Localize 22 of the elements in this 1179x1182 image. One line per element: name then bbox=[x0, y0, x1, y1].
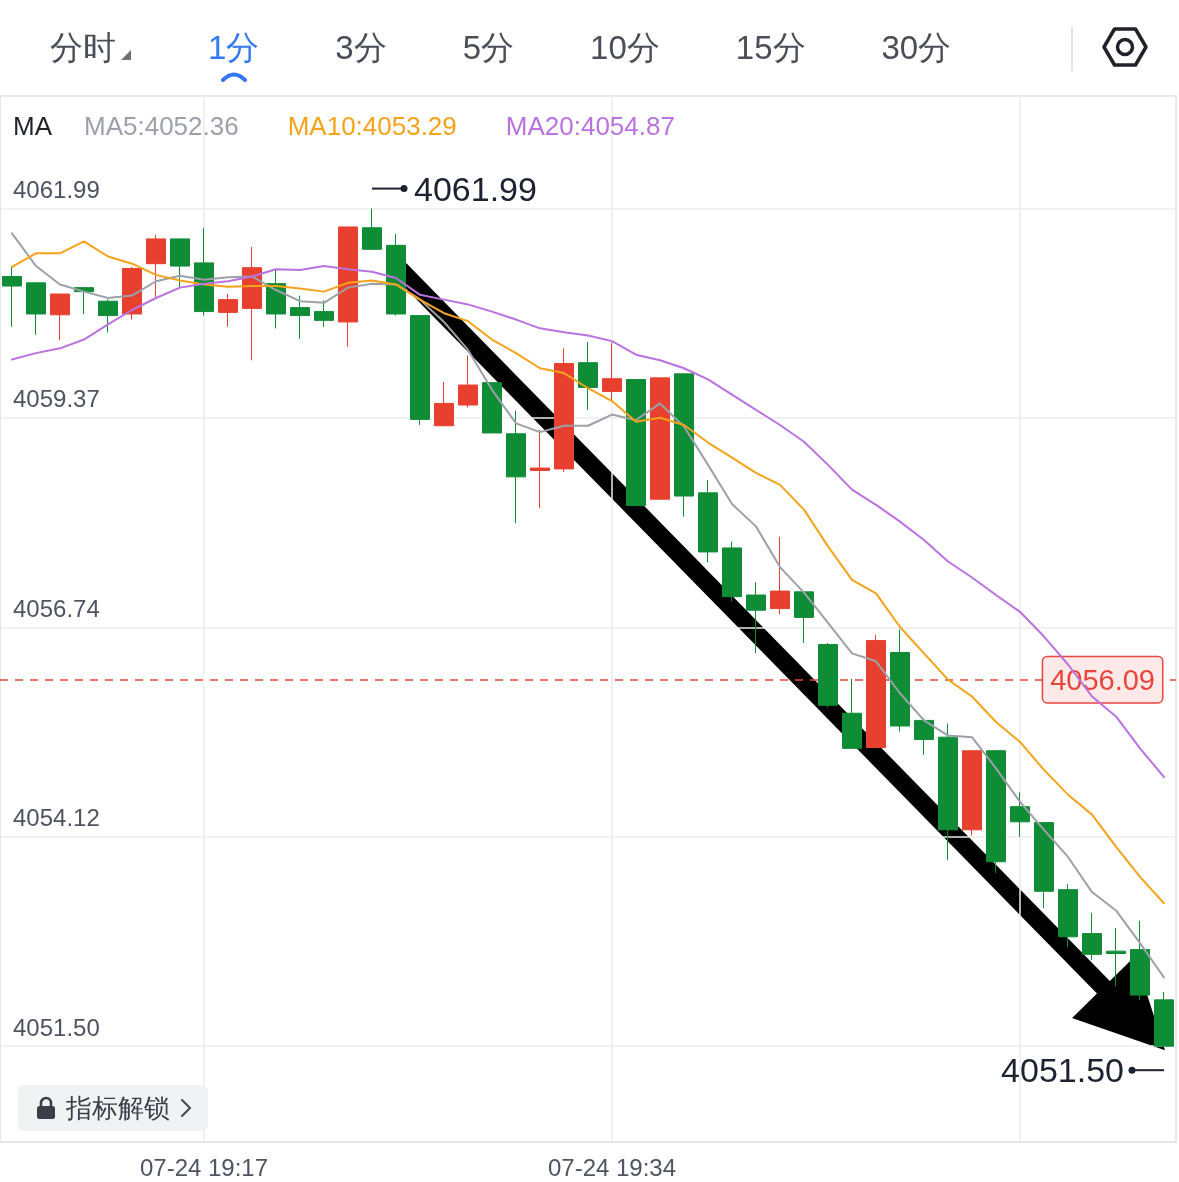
text: 3分 bbox=[335, 28, 387, 66]
y-tick-label: 4059.37 bbox=[13, 385, 100, 413]
y-tick-label: 4056.74 bbox=[13, 595, 100, 623]
annotation: 4061.99 bbox=[414, 168, 537, 209]
text: MA20:4054.87 bbox=[505, 111, 675, 141]
y-tick-label: 4054.12 bbox=[13, 804, 100, 832]
annotation: 4051.50 bbox=[1001, 1050, 1124, 1091]
text: 5分 bbox=[462, 28, 515, 66]
y-tick-label: 4051.50 bbox=[13, 1013, 100, 1041]
text: 30分 bbox=[881, 28, 952, 66]
text: MA5:4052.36 bbox=[84, 111, 239, 141]
button[interactable]: 指标解锁 bbox=[18, 1085, 208, 1131]
text: 1分 bbox=[208, 28, 260, 66]
x-tick-label: 07-24 19:34 bbox=[547, 1153, 677, 1181]
annotation: 指标解锁 bbox=[66, 1091, 170, 1125]
text: 10分 bbox=[590, 28, 660, 66]
text: 分时 bbox=[50, 28, 116, 66]
y-tick-label: 4061.99 bbox=[13, 176, 100, 204]
text: 15分 bbox=[735, 28, 806, 66]
x-tick-label: 07-24 19:17 bbox=[139, 1153, 269, 1181]
text: MA10:4053.29 bbox=[287, 111, 457, 141]
legend-title: MA bbox=[13, 111, 53, 141]
